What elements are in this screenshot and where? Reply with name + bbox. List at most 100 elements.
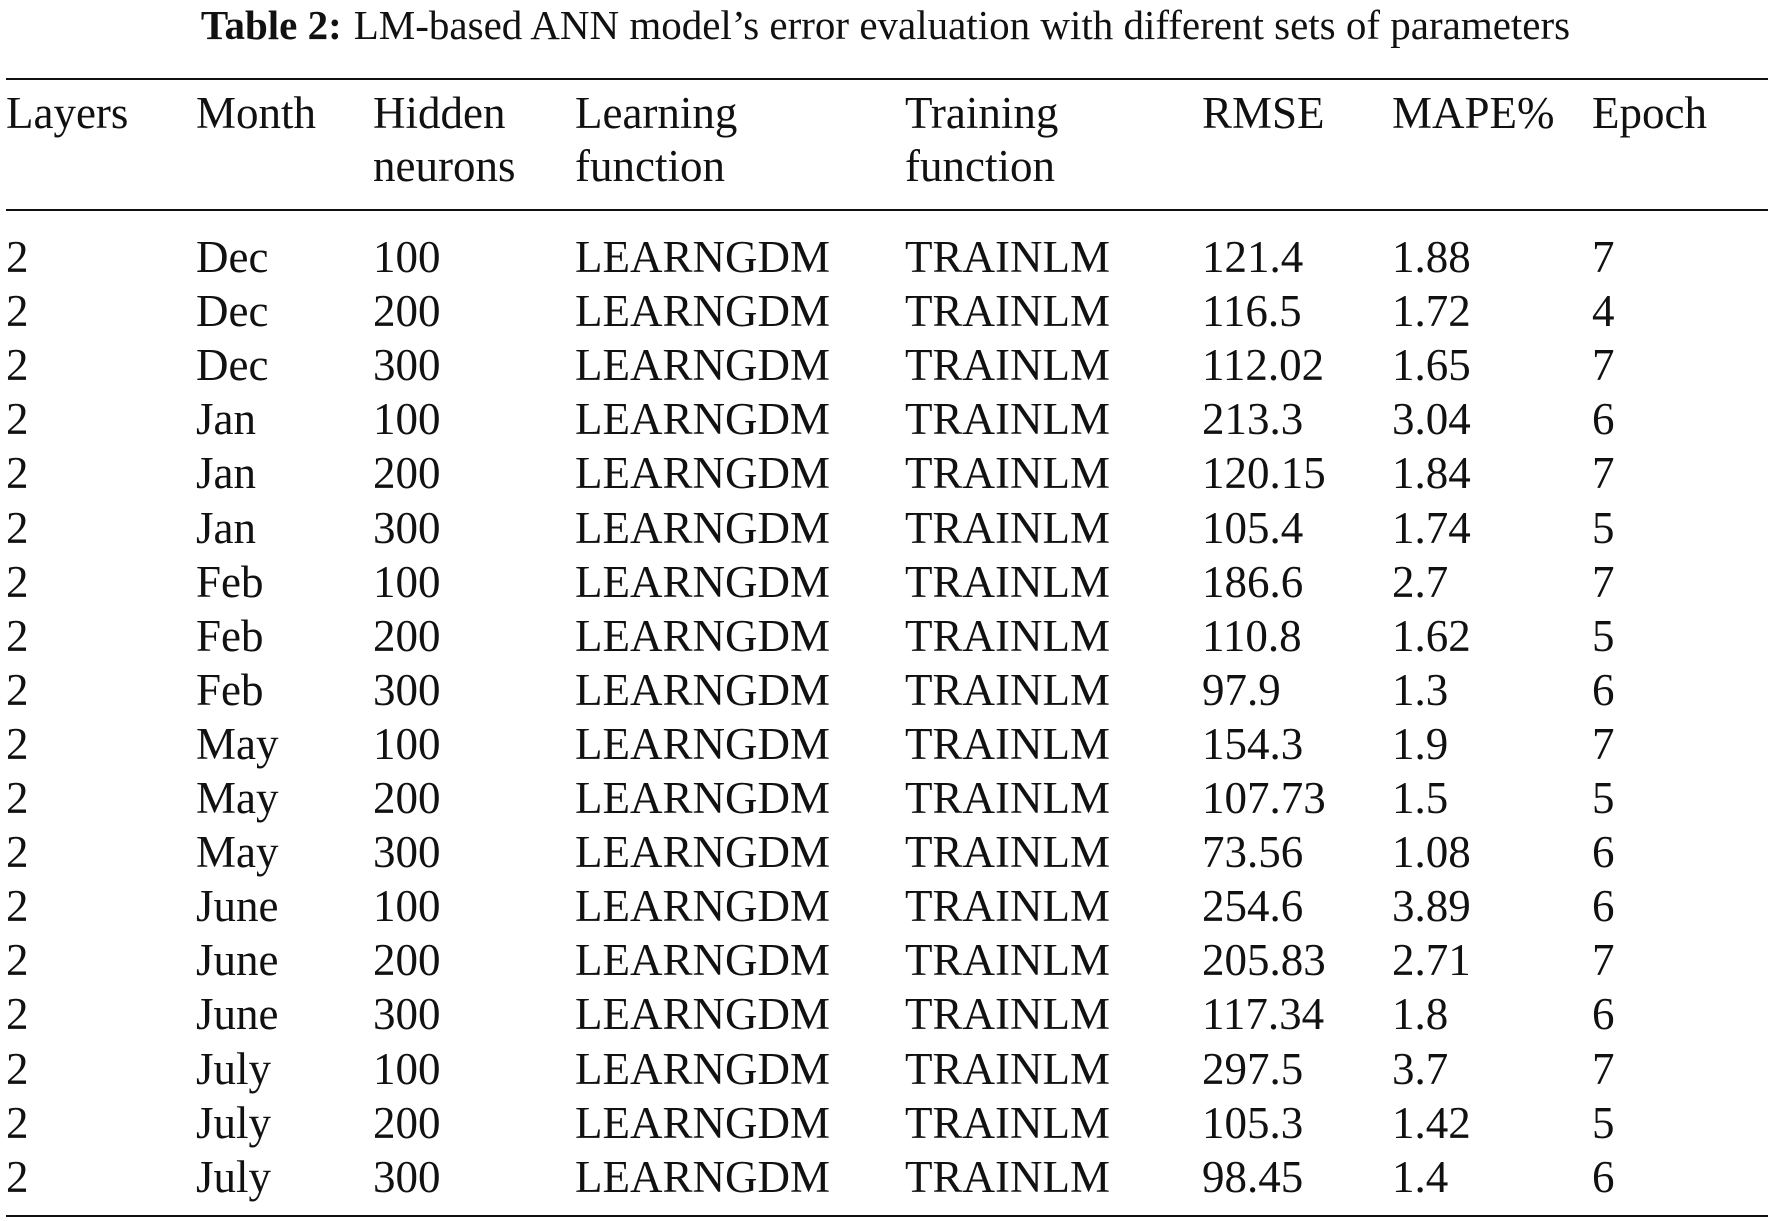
table-cell: 200	[373, 448, 441, 499]
table-cell: 120.15	[1202, 448, 1326, 499]
table-cell: May	[196, 773, 279, 823]
table-cell: 7	[1592, 1043, 1615, 1094]
header-cell: Hidden	[373, 88, 506, 138]
table-cell: 300	[373, 1151, 441, 1202]
table-cell: TRAINLM	[905, 1151, 1110, 1202]
table-cell: 300	[373, 827, 441, 878]
table-cell: TRAINLM	[905, 827, 1110, 878]
table-cell: LEARNGDM	[575, 1151, 830, 1202]
table-cell: 1.8	[1392, 989, 1449, 1040]
table-cell: 2	[6, 664, 29, 715]
table-cell: 1.72	[1392, 286, 1471, 337]
table-cell: Feb	[196, 556, 264, 607]
table-cell: 297.5	[1202, 1043, 1304, 1094]
table-cell: 100	[373, 1043, 441, 1094]
table-cell: 7	[1592, 718, 1615, 769]
table-cell: TRAINLM	[905, 1097, 1110, 1148]
table-cell: 254.6	[1202, 881, 1304, 932]
table-cell: 6	[1592, 827, 1615, 878]
table-cell: 7	[1592, 448, 1615, 499]
table-cell: Jan	[196, 394, 256, 445]
table-cell: 2	[6, 448, 29, 499]
table-cell: 186.6	[1202, 556, 1304, 607]
table-cell: 300	[373, 340, 441, 391]
caption-text: LM-based ANN model’s error evaluation wi…	[353, 2, 1571, 48]
table-cell: 2	[6, 340, 29, 391]
table-cell: 6	[1592, 394, 1615, 445]
table-cell: 2	[6, 989, 29, 1040]
table-cell: 2	[6, 556, 29, 607]
table-cell: 1.62	[1392, 610, 1471, 661]
table-cell: LEARNGDM	[575, 1097, 830, 1148]
table-cell: 200	[373, 286, 441, 337]
table-cell: LEARNGDM	[575, 881, 830, 932]
table-cell: 7	[1592, 340, 1615, 391]
table-cell: TRAINLM	[905, 773, 1110, 823]
table-cell: 100	[373, 556, 441, 607]
table-cell: 2	[6, 1151, 29, 1202]
table-cell: 154.3	[1202, 718, 1304, 769]
table-cell: July	[196, 1097, 272, 1148]
table-cell: June	[196, 881, 279, 932]
header-cell: Month	[196, 88, 317, 138]
table-cell: LEARNGDM	[575, 718, 830, 769]
table-cell: TRAINLM	[905, 989, 1110, 1040]
table-cell: LEARNGDM	[575, 1043, 830, 1094]
table-cell: 100	[373, 718, 441, 769]
table-cell: 300	[373, 664, 441, 715]
table-cell: TRAINLM	[905, 232, 1110, 282]
table-cell: 205.83	[1202, 935, 1326, 986]
caption-label: Table 2:	[200, 2, 342, 48]
table-cell: 6	[1592, 881, 1615, 932]
table-cell: 98.45	[1202, 1151, 1304, 1202]
table-cell: 200	[373, 935, 441, 986]
table-cell: 6	[1592, 664, 1615, 715]
table-cell: TRAINLM	[905, 286, 1110, 337]
table-cell: 300	[373, 989, 441, 1040]
table-cell: LEARNGDM	[575, 286, 830, 337]
table-cell: 100	[373, 394, 441, 445]
header-cell: neurons	[373, 141, 516, 191]
table-cell: Dec	[196, 286, 269, 337]
table-cell: 1.4	[1392, 1151, 1449, 1202]
table-cell: LEARNGDM	[575, 448, 830, 499]
table-cell: 1.9	[1392, 718, 1449, 769]
table-cell: 1.08	[1392, 827, 1471, 878]
table-cell: 7	[1592, 935, 1615, 986]
table-cell: June	[196, 935, 279, 986]
table-cell: 1.88	[1392, 232, 1471, 282]
table-cell: 2	[6, 394, 29, 445]
table-cell: July	[196, 1151, 272, 1202]
table-cell: 1.3	[1392, 664, 1449, 715]
table-cell: 200	[373, 773, 441, 823]
table-cell: TRAINLM	[905, 610, 1110, 661]
table-cell: 100	[373, 232, 441, 282]
table-cell: LEARNGDM	[575, 664, 830, 715]
table-cell: 2.71	[1392, 935, 1471, 986]
table-cell: 116.5	[1202, 286, 1302, 337]
header-cell: RMSE	[1202, 88, 1325, 138]
table-cell: 200	[373, 610, 441, 661]
table-cell: May	[196, 718, 279, 769]
table-cell: 3.89	[1392, 881, 1471, 932]
table-cell: LEARNGDM	[575, 610, 830, 661]
table-cell: July	[196, 1043, 272, 1094]
header-cell: Learning	[575, 88, 738, 138]
table-cell: 1.5	[1392, 773, 1449, 823]
table-cell: LEARNGDM	[575, 556, 830, 607]
table-cell: 5	[1592, 610, 1615, 661]
table-cell: Jan	[196, 448, 256, 499]
table-cell: 2	[6, 881, 29, 932]
bottom-rule	[6, 1215, 1768, 1217]
table-cell: 2	[6, 1043, 29, 1094]
table-cell: 97.9	[1202, 664, 1281, 715]
table-cell: 2	[6, 827, 29, 878]
table-cell: LEARNGDM	[575, 827, 830, 878]
table-cell: June	[196, 989, 279, 1040]
header-cell: function	[575, 141, 725, 191]
table-cell: 6	[1592, 1151, 1615, 1202]
table-cell: 2	[6, 232, 29, 282]
table-cell: TRAINLM	[905, 340, 1110, 391]
table-cell: 2	[6, 502, 29, 553]
